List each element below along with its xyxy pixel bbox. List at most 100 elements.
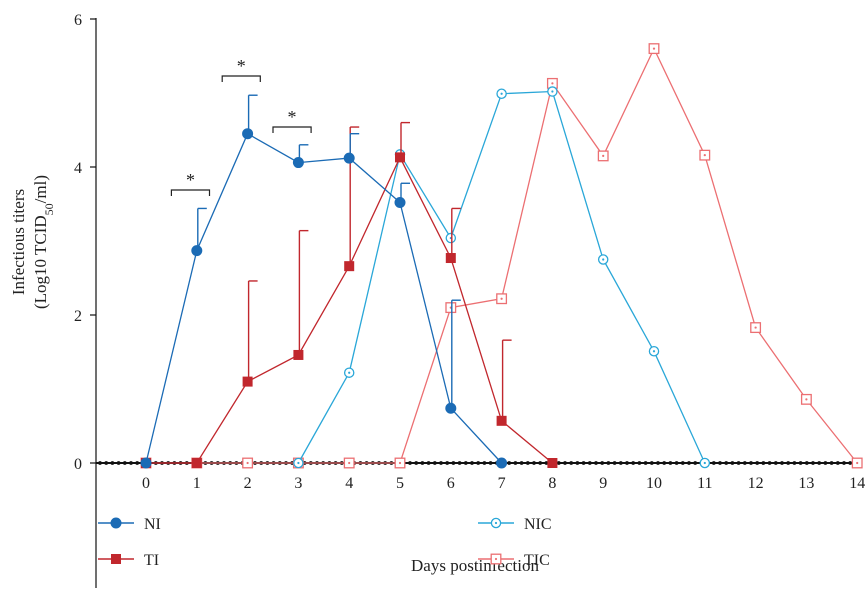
data-point-nic [597,254,609,265]
x-axis-dot [780,461,784,465]
x-tick-label: 6 [447,475,455,492]
x-axis-dot [649,461,654,465]
x-axis-dot [842,461,846,465]
series-line-tic [146,47,858,464]
x-axis-dot [792,461,797,465]
x-axis-dot [532,461,536,465]
x-axis-dot [662,461,667,465]
x-axis-dot [730,461,735,465]
legend-item-tic: TIC [478,552,550,569]
marker-shape [394,197,406,209]
x-axis-dot [563,461,567,465]
marker-shape [395,152,405,163]
legend-label: TIC [524,552,550,569]
x-tick-label: 0 [142,475,150,492]
x-tick-label: 12 [748,475,764,492]
marker-shape [547,458,558,468]
marker-dot [754,326,757,329]
data-point-ti [547,458,558,468]
significance-bracket [221,75,261,82]
marker-dot [652,350,656,353]
marker-shape [191,245,203,257]
data-point-ti [395,152,405,163]
marker-shape [445,253,456,264]
data-point-tic [445,302,457,314]
marker-dot [398,461,402,465]
data-point-ti [191,458,202,468]
marker-dot [551,90,554,93]
data-point-nic [496,88,507,99]
x-axis-dot [470,461,474,465]
marker-dot [652,47,656,50]
data-point-ni [191,245,203,257]
x-axis-dot [606,461,611,465]
series-ni [140,94,508,469]
data-point-tic [851,457,863,469]
marker-shape [140,457,152,469]
marker-dot [297,461,300,465]
data-point-tic [648,43,660,55]
y-axis-title-line1: Infectious titers [9,189,28,295]
legend-marker [490,517,502,529]
marker-shape [110,517,122,529]
x-axis-dot [420,461,425,465]
data-point-tic [750,322,762,334]
data-point-ti [445,253,456,264]
x-axis-dot [525,461,530,465]
x-tick-label: 13 [798,475,814,492]
x-axis-dot [507,461,512,465]
x-axis-dot [600,461,605,465]
x-tick-label: 10 [646,475,662,492]
x-axis-dot [749,461,753,465]
x-tick-label: 1 [193,475,201,492]
x-axis-dot [680,461,685,465]
x-axis-dot [668,461,673,465]
x-axis-dot [408,461,412,465]
marker-shape [111,554,121,564]
marker-shape [445,402,457,414]
data-point-ni [445,402,457,414]
significance-markers: * * * [170,56,312,196]
x-axis-dot [110,461,115,465]
data-point-tic [242,457,254,469]
legend: NI TI NIC TIC [98,516,552,569]
x-axis-dot [761,461,766,465]
x-axis-dot [476,461,481,465]
x-axis-dot [637,461,642,465]
data-point-tic [699,149,711,161]
legend-item-ti: TI [98,552,159,569]
data-point-tic [496,293,508,305]
series-line-nic [297,90,706,464]
marker-dot [602,258,605,261]
series-tic [140,43,863,469]
data-point-nic [293,457,304,469]
legend-marker [111,554,121,564]
data-point-ni [292,157,304,169]
x-axis-dot [587,461,592,465]
x-axis-dot [457,461,462,465]
series-line-ti [146,155,553,464]
marker-dot [500,297,503,300]
x-axis-dot [612,461,617,465]
x-axis-dot [693,461,698,465]
data-point-nic [648,346,660,357]
series-nic [293,86,711,469]
x-axis-dot [625,461,629,465]
x-axis-dot [674,461,679,465]
x-axis-dot [711,461,716,465]
x-tick-label: 9 [599,475,607,492]
marker-dot [856,461,859,465]
series-ti [141,121,558,468]
x-axis-dot [643,461,648,465]
marker-shape [343,152,355,164]
marker-dot [500,92,503,95]
significance-asterisk: * [186,170,195,190]
significance-asterisk: * [237,56,246,76]
marker-shape [496,457,508,469]
marker-dot [551,82,554,85]
x-axis-dot [811,461,815,465]
x-axis-dot [618,461,623,465]
x-axis-dot [135,461,140,465]
x-axis-dot [767,461,772,465]
